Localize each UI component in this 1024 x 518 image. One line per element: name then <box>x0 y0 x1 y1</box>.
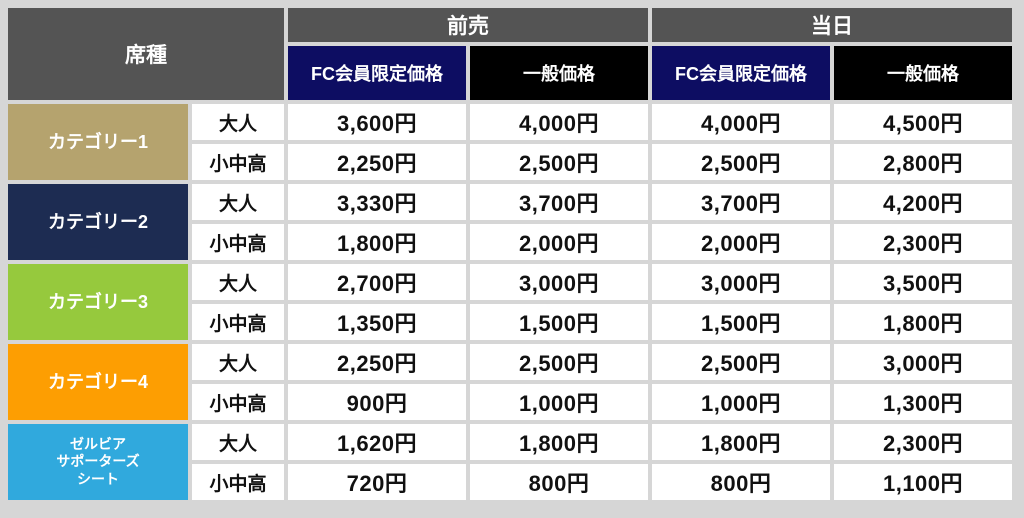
price-cell: 2,500円 <box>470 344 648 380</box>
age-group-cell: 小中高 <box>192 464 284 500</box>
age-group-cell: 小中高 <box>192 224 284 260</box>
advance-general-price-header: 一般価格 <box>470 46 648 100</box>
price-cell: 2,300円 <box>834 424 1012 460</box>
header-row-price-types: FC会員限定価格 一般価格 FC会員限定価格 一般価格 <box>8 46 1012 100</box>
price-cell: 1,620円 <box>288 424 466 460</box>
price-cell: 1,350円 <box>288 304 466 340</box>
table-row: カテゴリー1 大人 3,600円 4,000円 4,000円 4,500円 <box>8 104 1012 180</box>
price-cell: 2,500円 <box>470 144 648 180</box>
price-cell: 4,500円 <box>834 104 1012 140</box>
price-cell: 900円 <box>288 384 466 420</box>
table-row: カテゴリー3 大人 2,700円 3,000円 3,000円 3,500円 <box>8 264 1012 340</box>
price-cell: 2,500円 <box>652 344 830 380</box>
price-cell: 3,700円 <box>652 184 830 220</box>
price-cell: 1,800円 <box>288 224 466 260</box>
price-cell: 1,000円 <box>470 384 648 420</box>
age-group-cell: 小中高 <box>192 144 284 180</box>
price-cell: 2,000円 <box>470 224 648 260</box>
price-cell: 1,800円 <box>652 424 830 460</box>
age-group-cell: 大人 <box>192 424 284 460</box>
table-row: 小中高 2,250円 2,500円 2,500円 2,800円 <box>8 144 1012 180</box>
price-cell: 3,000円 <box>834 344 1012 380</box>
price-cell: 1,800円 <box>470 424 648 460</box>
price-cell: 3,000円 <box>470 264 648 300</box>
table-row: 小中高 720円 800円 800円 1,100円 <box>8 464 1012 500</box>
ticket-price-table: 席種 前売 当日 FC会員限定価格 一般価格 FC会員限定価格 一般価格 カテゴ… <box>4 4 1016 504</box>
sameday-fc-member-price-header: FC会員限定価格 <box>652 46 830 100</box>
price-cell: 2,250円 <box>288 144 466 180</box>
price-cell: 2,700円 <box>288 264 466 300</box>
age-group-cell: 大人 <box>192 184 284 220</box>
table-row: 小中高 900円 1,000円 1,000円 1,300円 <box>8 384 1012 420</box>
supporters-seat-label: ゼルビア サポーターズ シート <box>8 424 188 500</box>
price-cell: 4,200円 <box>834 184 1012 220</box>
table-row: カテゴリー2 大人 3,330円 3,700円 3,700円 4,200円 <box>8 184 1012 260</box>
price-cell: 1,500円 <box>652 304 830 340</box>
age-group-cell: 大人 <box>192 264 284 300</box>
sameday-general-price-header: 一般価格 <box>834 46 1012 100</box>
price-cell: 2,800円 <box>834 144 1012 180</box>
category-3-label: カテゴリー3 <box>8 264 188 340</box>
price-cell: 2,000円 <box>652 224 830 260</box>
seat-type-header: 席種 <box>8 8 284 100</box>
price-cell: 4,000円 <box>652 104 830 140</box>
price-cell: 1,500円 <box>470 304 648 340</box>
table-row: ゼルビア サポーターズ シート 大人 1,620円 1,800円 1,800円 … <box>8 424 1012 500</box>
table-row: 小中高 1,800円 2,000円 2,000円 2,300円 <box>8 224 1012 260</box>
advance-fc-member-price-header: FC会員限定価格 <box>288 46 466 100</box>
price-cell: 1,000円 <box>652 384 830 420</box>
category-1-label: カテゴリー1 <box>8 104 188 180</box>
price-cell: 3,700円 <box>470 184 648 220</box>
price-cell: 1,100円 <box>834 464 1012 500</box>
category-2-label: カテゴリー2 <box>8 184 188 260</box>
price-cell: 2,500円 <box>652 144 830 180</box>
price-cell: 3,600円 <box>288 104 466 140</box>
advance-sale-header: 前売 <box>288 8 648 42</box>
category-4-label: カテゴリー4 <box>8 344 188 420</box>
age-group-cell: 小中高 <box>192 304 284 340</box>
price-cell: 4,000円 <box>470 104 648 140</box>
price-cell: 800円 <box>470 464 648 500</box>
price-cell: 3,500円 <box>834 264 1012 300</box>
age-group-cell: 大人 <box>192 104 284 140</box>
same-day-header: 当日 <box>652 8 1012 42</box>
price-cell: 3,330円 <box>288 184 466 220</box>
price-cell: 2,250円 <box>288 344 466 380</box>
price-cell: 2,300円 <box>834 224 1012 260</box>
age-group-cell: 大人 <box>192 344 284 380</box>
price-cell: 1,300円 <box>834 384 1012 420</box>
price-cell: 800円 <box>652 464 830 500</box>
age-group-cell: 小中高 <box>192 384 284 420</box>
price-cell: 1,800円 <box>834 304 1012 340</box>
table-row: カテゴリー4 大人 2,250円 2,500円 2,500円 3,000円 <box>8 344 1012 420</box>
price-cell: 720円 <box>288 464 466 500</box>
table-row: 小中高 1,350円 1,500円 1,500円 1,800円 <box>8 304 1012 340</box>
header-row-sale-groups: 席種 前売 当日 <box>8 8 1012 100</box>
price-cell: 3,000円 <box>652 264 830 300</box>
